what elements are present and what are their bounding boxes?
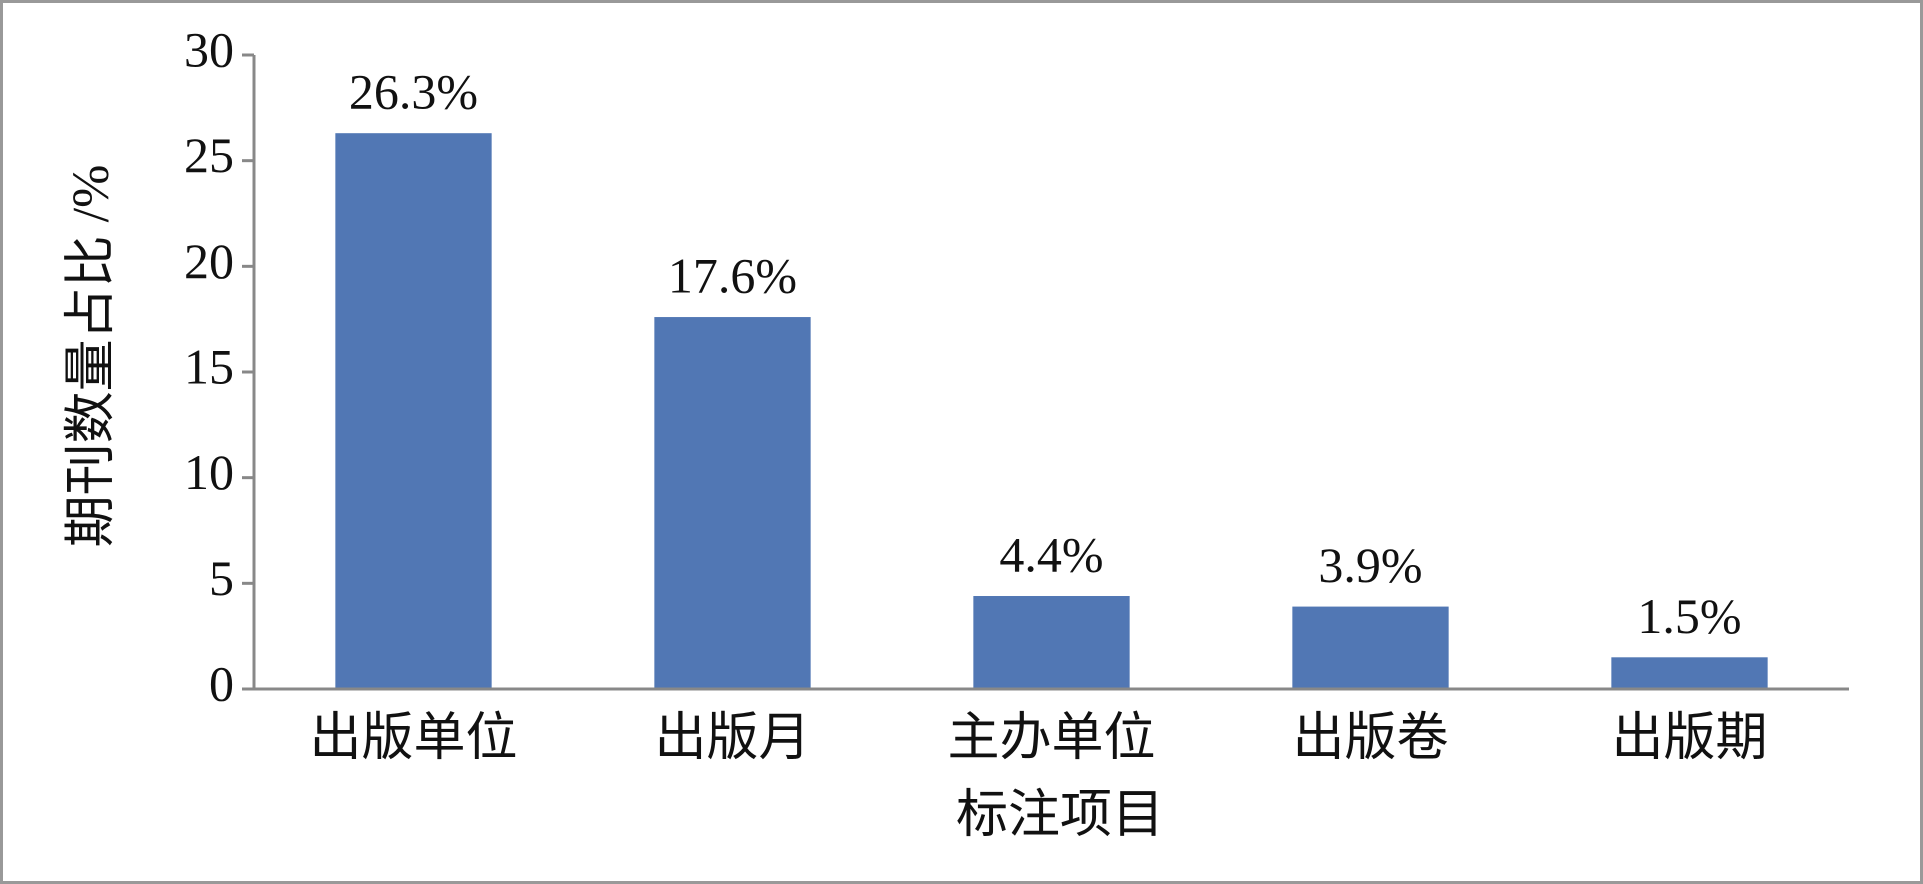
x-tick-label: 主办单位 [947, 710, 1155, 767]
value-label: 17.6% [668, 248, 797, 304]
x-tick-label: 出版月 [654, 710, 810, 767]
y-tick-label: 0 [209, 655, 234, 711]
y-tick-label: 15 [184, 338, 234, 394]
x-tick-label: 出版单位 [309, 710, 517, 767]
value-label: 26.3% [349, 64, 478, 120]
y-tick-label: 5 [209, 550, 234, 606]
x-tick-label: 出版期 [1611, 710, 1767, 767]
bar [973, 596, 1130, 689]
bar [1611, 657, 1768, 689]
y-tick-label: 30 [184, 21, 234, 77]
value-label: 4.4% [999, 526, 1103, 582]
bar [1292, 606, 1449, 689]
y-axis-title: 期刊数量占比 /% [63, 165, 120, 548]
x-axis-title: 标注项目 [956, 787, 1164, 844]
value-label: 1.5% [1637, 588, 1741, 644]
y-tick-label: 20 [184, 233, 234, 289]
bar [335, 133, 492, 689]
value-label: 3.9% [1318, 537, 1422, 593]
y-tick-label: 10 [184, 444, 234, 500]
y-tick-label: 25 [184, 127, 234, 183]
bar [654, 317, 811, 689]
x-tick-label: 出版卷 [1292, 710, 1448, 767]
